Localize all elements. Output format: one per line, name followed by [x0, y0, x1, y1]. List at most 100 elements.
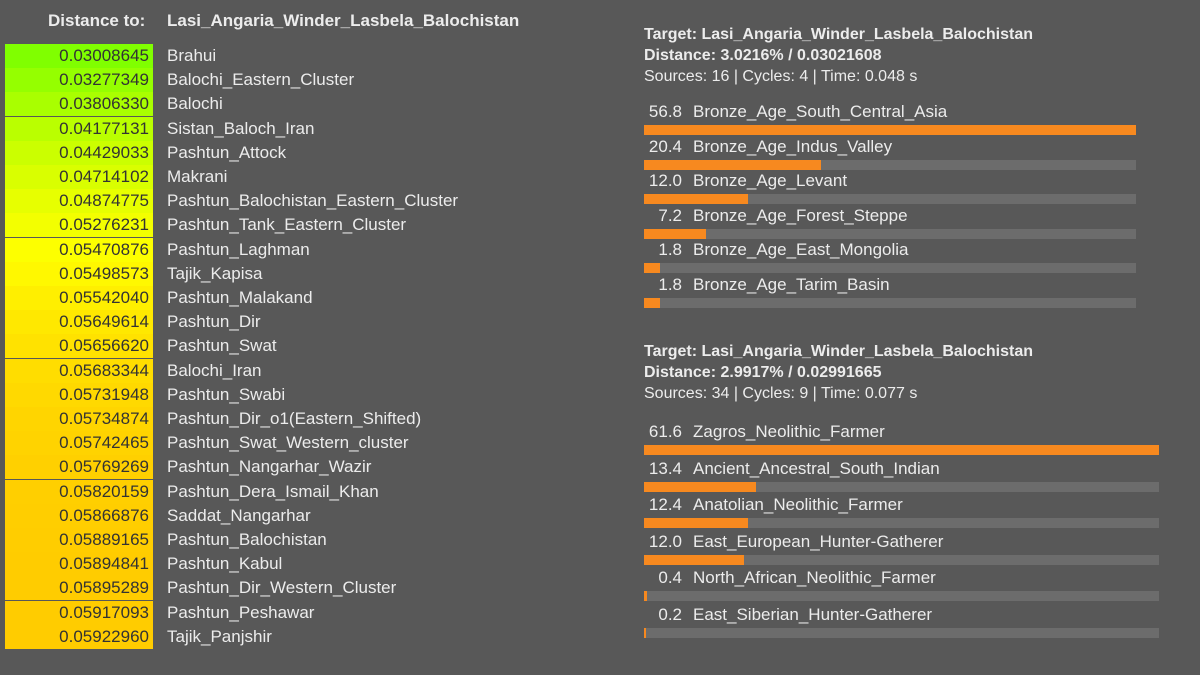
model-target: Target: Lasi_Angaria_Winder_Lasbela_Balo…: [644, 343, 1034, 360]
distance-value: 0.05734874: [59, 409, 149, 428]
bar-track: [644, 159, 1136, 170]
distance-cell: [5, 455, 153, 480]
distance-cell: [5, 189, 153, 214]
bar-track: [644, 298, 1136, 308]
population-name: Pashtun_Swat_Western_cluster: [167, 433, 409, 453]
bar-track: [644, 194, 1136, 205]
percent-label: 61.6: [648, 422, 682, 441]
distance-value: 0.05917093: [59, 602, 149, 622]
distance-value: 0.05649614: [59, 312, 149, 332]
distance-cell: [5, 44, 153, 68]
distance-value: 0.05889165: [59, 530, 149, 549]
distance-value: 0.05820159: [59, 481, 149, 501]
distance-value: 0.05542040: [59, 288, 149, 307]
distance-value: 0.03806330: [59, 94, 149, 114]
percent-label: 1.8: [658, 240, 682, 260]
distance-value: 0.04714102: [59, 167, 149, 186]
distance-value: 0.05498573: [59, 263, 149, 283]
population-name: Pashtun_Dir_o1(Eastern_Shifted): [167, 409, 422, 428]
population-name: Brahui: [167, 46, 217, 65]
distance-cell: [5, 140, 153, 165]
population-name: Pashtun_Malakand: [167, 288, 313, 307]
source-name: Bronze_Age_Forest_Steppe: [693, 205, 908, 225]
percent-bar: [644, 263, 660, 274]
distance-cell: [5, 116, 153, 141]
distance-cell: [5, 479, 153, 504]
header-label: Distance to:: [48, 11, 146, 30]
percent-bar: [644, 298, 660, 308]
population-name: Pashtun_Laghman: [167, 239, 310, 259]
population-name: Pashtun_Balochistan: [167, 530, 327, 549]
source-name: Bronze_Age_Indus_Valley: [693, 136, 893, 156]
distance-value: 0.05866876: [59, 505, 149, 525]
distance-cell: [5, 503, 153, 528]
percent-bar: [644, 554, 745, 565]
distance-value: 0.05276231: [59, 215, 149, 235]
population-name: Pashtun_Attock: [167, 142, 287, 162]
population-name: Balochi_Eastern_Cluster: [167, 70, 355, 90]
percent-label: 12.0: [648, 171, 682, 191]
distance-cell: [5, 310, 153, 335]
distance-cell: [5, 358, 153, 383]
model-distance: Distance: 2.9917% / 0.02991665: [644, 364, 882, 381]
distance-value: 0.05894841: [59, 554, 149, 574]
distance-cell: [5, 213, 153, 238]
distance-cell: [5, 552, 153, 577]
percent-label: 20.4: [648, 136, 682, 156]
distance-cell: [5, 624, 153, 649]
source-name: Bronze_Age_Tarim_Basin: [693, 275, 890, 294]
distance-cell: [5, 92, 153, 117]
distance-value: 0.04177131: [59, 118, 149, 138]
population-name: Pashtun_Kabul: [167, 554, 283, 574]
bar-track: [644, 591, 1159, 602]
source-name: Bronze_Age_East_Mongolia: [693, 240, 909, 260]
distance-value: 0.05731948: [59, 384, 149, 404]
percent-bar: [644, 194, 748, 205]
distance-cell: [5, 334, 153, 359]
percent-label: 12.4: [648, 495, 682, 515]
source-name: Zagros_Neolithic_Farmer: [693, 422, 885, 441]
model-stats: Sources: 16 | Cycles: 4 | Time: 0.048 s: [644, 68, 918, 85]
population-name: Pashtun_Dir_Western_Cluster: [167, 578, 397, 598]
source-name: Bronze_Age_Levant: [693, 171, 848, 191]
bar-track: [644, 263, 1136, 274]
distance-value: 0.05470876: [59, 239, 149, 259]
population-name: Sistan_Baloch_Iran: [167, 118, 315, 138]
percent-label: 0.4: [658, 568, 682, 588]
source-name: Ancient_Ancestral_South_Indian: [693, 458, 940, 478]
population-name: Tajik_Kapisa: [167, 263, 263, 283]
percent-label: 7.2: [658, 205, 682, 225]
model-distance: Distance: 3.0216% / 0.03021608: [644, 47, 882, 64]
model-stats: Sources: 34 | Cycles: 9 | Time: 0.077 s: [644, 385, 918, 402]
population-name: Pashtun_Tank_Eastern_Cluster: [167, 215, 407, 235]
source-name: East_European_Hunter-Gatherer: [693, 531, 944, 551]
distance-cell: [5, 261, 153, 286]
distance-value: 0.05769269: [59, 457, 149, 477]
distance-cell: [5, 407, 153, 431]
distance-cell: [5, 237, 153, 262]
distance-value: 0.05683344: [59, 360, 149, 380]
source-name: Anatolian_Neolithic_Farmer: [693, 495, 903, 515]
distance-cell: [5, 382, 153, 407]
population-name: Makrani: [167, 167, 228, 186]
population-name: Pashtun_Dir: [167, 312, 261, 332]
percent-label: 13.4: [648, 458, 682, 478]
population-name: Balochi: [167, 94, 223, 114]
distance-value: 0.05922960: [59, 626, 149, 646]
population-name: Pashtun_Swabi: [167, 384, 286, 404]
distance-cell: [5, 576, 153, 601]
source-name: North_African_Neolithic_Farmer: [693, 568, 936, 588]
distance-cell: [5, 286, 153, 310]
bar-track: [644, 518, 1159, 529]
percent-bar: [644, 228, 707, 239]
bar-track: [644, 481, 1159, 492]
percent-bar: [644, 518, 748, 529]
percent-bar: [644, 159, 821, 170]
percent-label: 1.8: [658, 275, 682, 294]
bar-track: [644, 228, 1136, 239]
percent-bar: [644, 445, 1159, 455]
bar-track: [644, 628, 1159, 638]
percent-label: 0.2: [658, 605, 682, 624]
distance-value: 0.03008645: [59, 46, 149, 65]
